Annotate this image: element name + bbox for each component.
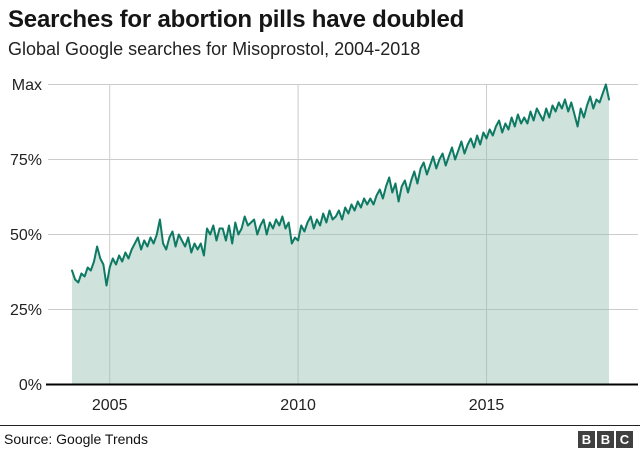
- page-title: Searches for abortion pills have doubled: [8, 6, 465, 33]
- y-axis-tick-label: 25%: [10, 302, 42, 319]
- footer: Source: Google Trends B B C: [0, 425, 640, 450]
- bbc-logo-block-3: C: [616, 431, 633, 448]
- area-fill: [72, 84, 609, 385]
- bbc-logo-block-1: B: [578, 431, 595, 448]
- page-subtitle: Global Google searches for Misoprostol, …: [8, 39, 421, 59]
- x-axis-tick-label: 2005: [92, 397, 128, 414]
- y-axis-tick-label: 50%: [10, 227, 42, 244]
- source-label: Source: Google Trends: [4, 431, 148, 447]
- trend-line: [71, 83, 610, 287]
- grid-lines: [48, 84, 638, 385]
- y-axis-labels: Max 75% 50% 25% 0%: [10, 77, 42, 394]
- x-axis-labels: 2005 2010 2015: [92, 397, 505, 414]
- y-axis-tick-label: 0%: [19, 377, 42, 394]
- bbc-logo-block-2: B: [597, 431, 614, 448]
- bbc-logo: B B C: [578, 431, 633, 448]
- x-axis-tick-label: 2015: [469, 397, 505, 414]
- x-axis-tick-label: 2010: [280, 397, 316, 414]
- chart-header: Searches for abortion pills have doubled…: [0, 0, 640, 60]
- y-axis-tick-label: 75%: [10, 152, 42, 169]
- y-axis-tick-label: Max: [12, 77, 42, 94]
